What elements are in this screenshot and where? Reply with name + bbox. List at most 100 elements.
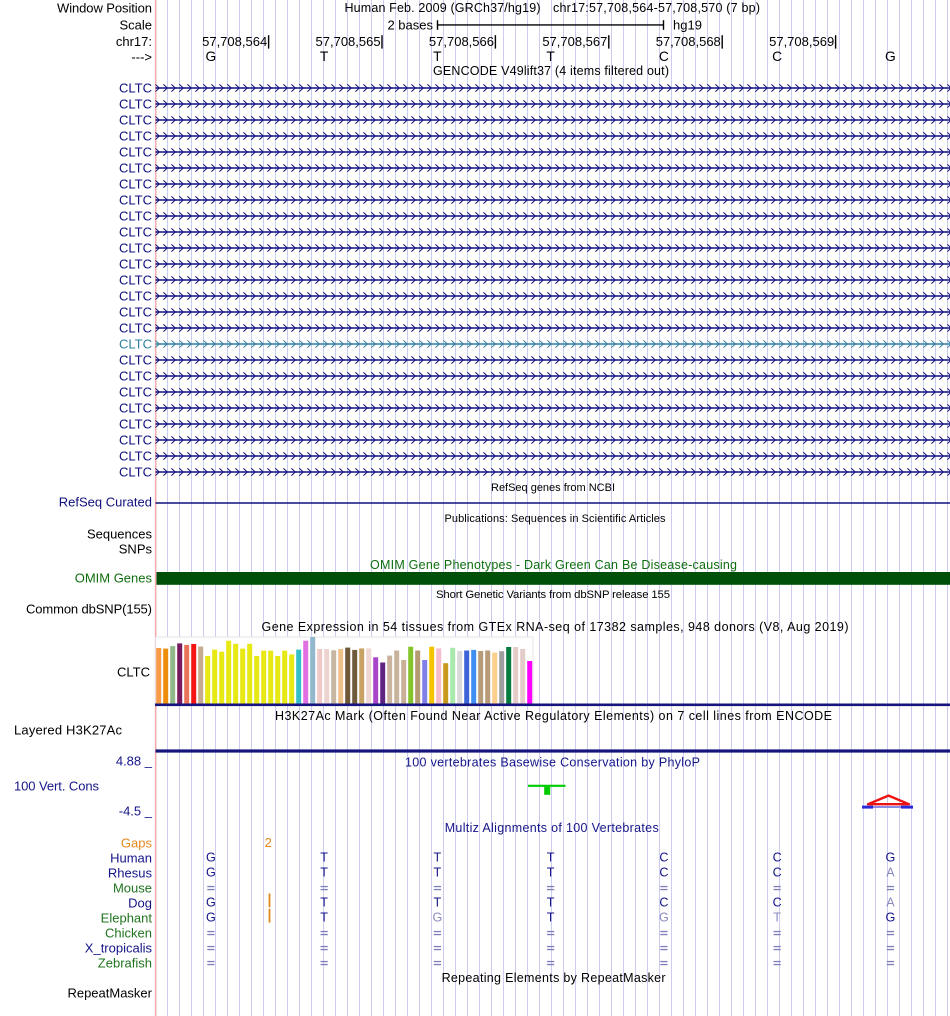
- svg-text:CLTC: CLTC: [119, 193, 152, 208]
- svg-text:chr17:57,708,564-57,708,570 (7: chr17:57,708,564-57,708,570 (7 bp): [553, 1, 760, 15]
- svg-text:T: T: [547, 896, 555, 910]
- svg-text:Elephant: Elephant: [101, 911, 153, 926]
- svg-text:G: G: [206, 866, 216, 880]
- svg-text:Human Feb. 2009 (GRCh37/hg19): Human Feb. 2009 (GRCh37/hg19): [345, 1, 541, 15]
- svg-text:CLTC: CLTC: [119, 209, 152, 224]
- svg-text:57,708,564: 57,708,564: [202, 34, 267, 49]
- svg-text:CLTC: CLTC: [119, 113, 152, 128]
- svg-text:G: G: [433, 911, 443, 925]
- svg-text:T: T: [320, 866, 328, 880]
- svg-text:X_tropicalis: X_tropicalis: [85, 941, 153, 956]
- svg-text:CLTC: CLTC: [119, 321, 152, 336]
- svg-text:chr17:: chr17:: [116, 34, 152, 49]
- svg-text:CLTC: CLTC: [119, 465, 152, 480]
- svg-text:Gene Expression in 54 tissues: Gene Expression in 54 tissues from GTEx …: [262, 620, 849, 634]
- svg-text:T: T: [434, 851, 442, 865]
- svg-text:CLTC: CLTC: [119, 145, 152, 160]
- svg-text:CLTC: CLTC: [119, 97, 152, 112]
- svg-text:A: A: [886, 896, 895, 910]
- svg-text:C: C: [773, 851, 782, 865]
- svg-text:Layered H3K27Ac: Layered H3K27Ac: [14, 723, 123, 738]
- svg-text:Window Position: Window Position: [57, 1, 152, 16]
- svg-text:Human: Human: [110, 851, 152, 866]
- svg-text:G: G: [206, 896, 216, 910]
- svg-text:57,708,566: 57,708,566: [429, 34, 494, 49]
- svg-text:2 bases: 2 bases: [387, 18, 433, 33]
- svg-text:2: 2: [265, 835, 272, 850]
- svg-text:CLTC: CLTC: [119, 129, 152, 144]
- svg-text:CLTC: CLTC: [119, 241, 152, 256]
- svg-text:H3K27Ac Mark (Often Found Near: H3K27Ac Mark (Often Found Near Active Re…: [275, 709, 832, 723]
- svg-text:SNPs: SNPs: [119, 542, 153, 557]
- svg-text:G: G: [886, 911, 896, 925]
- svg-text:RefSeq genes from NCBI: RefSeq genes from NCBI: [491, 482, 615, 494]
- svg-text:G: G: [206, 911, 216, 925]
- svg-text:G: G: [886, 851, 896, 865]
- svg-text:T: T: [320, 896, 328, 910]
- svg-text:CLTC: CLTC: [119, 433, 152, 448]
- svg-text:T: T: [320, 49, 329, 64]
- svg-text:A: A: [886, 866, 895, 880]
- svg-text:CLTC: CLTC: [119, 401, 152, 416]
- svg-text:CLTC: CLTC: [119, 369, 152, 384]
- svg-text:C: C: [659, 851, 668, 865]
- svg-text:C: C: [772, 49, 782, 64]
- svg-text:GENCODE V49lift37 (4 items fil: GENCODE V49lift37 (4 items filtered out): [433, 64, 669, 78]
- svg-text:CLTC: CLTC: [119, 417, 152, 432]
- svg-text:Rhesus: Rhesus: [108, 866, 153, 881]
- svg-text:57,708,568: 57,708,568: [656, 34, 721, 49]
- svg-text:CLTC: CLTC: [119, 177, 152, 192]
- svg-text:T: T: [547, 911, 555, 925]
- svg-text:4.88 _: 4.88 _: [116, 754, 153, 769]
- svg-text:OMIM Genes: OMIM Genes: [75, 571, 153, 586]
- svg-text:T: T: [434, 866, 442, 880]
- svg-text:hg19: hg19: [673, 18, 702, 33]
- svg-text:CLTC: CLTC: [119, 353, 152, 368]
- svg-text:CLTC: CLTC: [119, 81, 152, 96]
- svg-text:C: C: [773, 896, 782, 910]
- svg-text:CLTC: CLTC: [119, 305, 152, 320]
- svg-text:Repeating Elements by RepeatMa: Repeating Elements by RepeatMasker: [442, 971, 666, 985]
- svg-text:OMIM Gene Phenotypes - Dark Gr: OMIM Gene Phenotypes - Dark Green Can Be…: [370, 558, 737, 572]
- svg-text:CLTC: CLTC: [117, 665, 150, 680]
- svg-text:CLTC: CLTC: [119, 273, 152, 288]
- svg-text:T: T: [433, 49, 442, 64]
- svg-text:RefSeq Curated: RefSeq Curated: [59, 494, 152, 509]
- svg-text:Multiz Alignments of 100 Verte: Multiz Alignments of 100 Vertebrates: [445, 821, 659, 835]
- svg-text:T: T: [547, 851, 555, 865]
- svg-text:Scale: Scale: [119, 18, 152, 33]
- svg-text:Dog: Dog: [128, 896, 152, 911]
- svg-text:100 vertebrates Basewise Conse: 100 vertebrates Basewise Conservation by…: [405, 755, 700, 769]
- svg-text:Common dbSNP(155): Common dbSNP(155): [26, 601, 152, 616]
- svg-text:G: G: [885, 49, 896, 64]
- svg-text:Publications: Sequences in Sci: Publications: Sequences in Scientific Ar…: [445, 513, 667, 525]
- svg-text:57,708,567: 57,708,567: [542, 34, 607, 49]
- svg-text:C: C: [659, 866, 668, 880]
- svg-text:G: G: [659, 911, 669, 925]
- svg-text:CLTC: CLTC: [119, 289, 152, 304]
- svg-text:100 Vert. Cons: 100 Vert. Cons: [14, 779, 100, 794]
- svg-text:G: G: [206, 851, 216, 865]
- svg-text:Short Genetic Variants from db: Short Genetic Variants from dbSNP releas…: [436, 589, 670, 601]
- svg-text:--->: --->: [131, 50, 152, 65]
- svg-text:Sequences: Sequences: [87, 527, 153, 542]
- svg-text:CLTC: CLTC: [119, 257, 152, 272]
- svg-text:Gaps: Gaps: [121, 836, 153, 851]
- svg-text:Zebrafish: Zebrafish: [98, 956, 152, 971]
- svg-text:CLTC: CLTC: [119, 337, 152, 352]
- svg-text:T: T: [773, 911, 781, 925]
- svg-text:CLTC: CLTC: [119, 449, 152, 464]
- svg-text:-4.5 _: -4.5 _: [119, 804, 153, 819]
- svg-text:Mouse: Mouse: [113, 881, 152, 896]
- svg-text:57,708,565: 57,708,565: [316, 34, 381, 49]
- svg-text:CLTC: CLTC: [119, 161, 152, 176]
- svg-text:C: C: [659, 49, 669, 64]
- svg-text:G: G: [206, 49, 217, 64]
- svg-text:C: C: [659, 896, 668, 910]
- svg-text:57,708,569: 57,708,569: [769, 34, 834, 49]
- svg-text:RepeatMasker: RepeatMasker: [67, 985, 152, 1000]
- svg-text:C: C: [773, 866, 782, 880]
- svg-text:T: T: [320, 851, 328, 865]
- svg-text:T: T: [547, 866, 555, 880]
- svg-text:T: T: [320, 911, 328, 925]
